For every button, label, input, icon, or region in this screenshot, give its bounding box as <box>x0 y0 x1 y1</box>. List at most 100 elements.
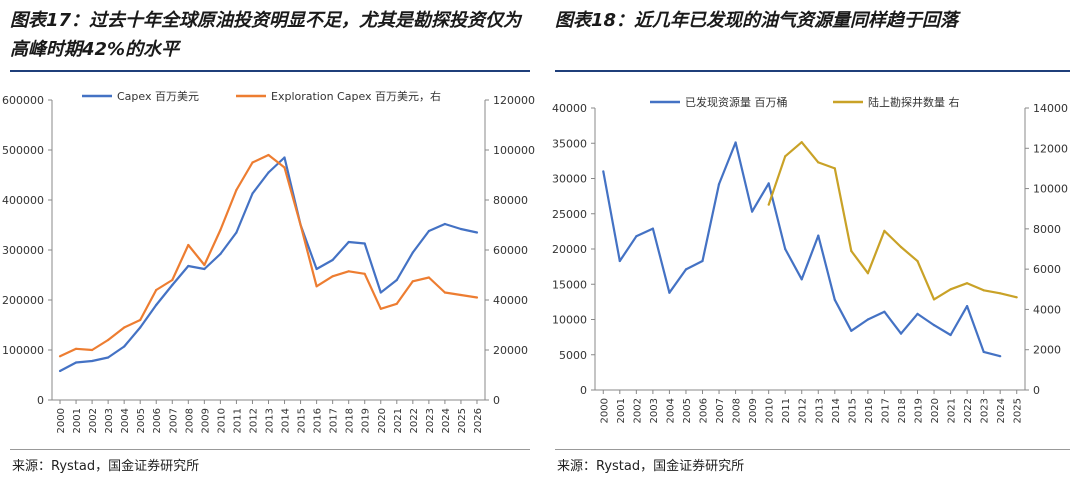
x-tick-label: 2023 <box>425 408 436 433</box>
left-tick-label: 30000 <box>552 173 587 186</box>
x-tick-label: 2018 <box>897 398 908 423</box>
series-1-point <box>982 350 985 353</box>
series-2-point <box>235 188 238 192</box>
x-tick-label: 2008 <box>184 408 195 433</box>
right-tick-label: 60000 <box>493 244 528 257</box>
left-tick-label: 600000 <box>2 94 44 107</box>
right-chart-panel: 图表18：近几年已发现的油气资源量同样趋于回落 0 5000 10000 15000 2… <box>552 0 1080 478</box>
left-tick-label: 15000 <box>552 278 587 291</box>
x-tick-label: 2015 <box>847 398 858 423</box>
x-tick-label: 2000 <box>599 398 610 423</box>
series-2-point <box>379 307 382 310</box>
capex-chart: 0 100000 200000 300000 400000 500000 600000 0 20… <box>2 89 535 433</box>
series-2-point <box>411 280 414 283</box>
series-2-point <box>475 296 479 299</box>
series-1-point <box>331 258 334 262</box>
series-1-point <box>949 333 952 337</box>
left-tick-label: 0 <box>580 384 587 397</box>
chart-title: 图表18：近几年已发现的油气资源量同样趋于回落 <box>555 10 959 31</box>
x-tick-label: 2006 <box>152 408 163 433</box>
source-note: 来源：Rystad，国金证券研究所 <box>12 459 200 474</box>
x-tick-label: 2004 <box>665 398 676 423</box>
series-2-point <box>155 288 158 292</box>
x-tick-label: 2001 <box>72 408 83 433</box>
series-1-point <box>171 283 174 287</box>
series-1-point <box>251 192 254 195</box>
series-2-point <box>299 223 302 227</box>
series-1-point <box>833 298 836 301</box>
right-tick-label: 8000 <box>1033 223 1061 236</box>
series-2-point <box>949 288 952 291</box>
series-2-point <box>850 249 853 253</box>
series-1-point <box>684 268 688 271</box>
x-tick-label: 2013 <box>814 398 825 423</box>
legend-label-2: Exploration Capex 百万美元，右 <box>271 89 441 103</box>
series-2-point <box>315 285 318 288</box>
series-1-point <box>734 141 737 144</box>
x-tick-label: 2014 <box>831 398 842 423</box>
x-tick-label: 2010 <box>216 408 227 433</box>
series-2-point <box>251 161 254 164</box>
x-tick-label: 2008 <box>732 398 743 423</box>
series-1-point <box>363 242 366 245</box>
series-line-1 <box>59 156 478 372</box>
legend-label-1: Capex 百万美元 <box>117 90 199 103</box>
x-tick-label: 2023 <box>980 398 991 423</box>
x-tick-label: 2003 <box>104 408 115 433</box>
left-tick-label: 40000 <box>552 102 587 115</box>
series-1-point <box>427 229 430 233</box>
x-tick-label: 2011 <box>232 408 243 433</box>
x-tick-label: 2007 <box>715 398 726 423</box>
x-tick-label: 2017 <box>329 408 340 433</box>
series-line-1 <box>602 141 1001 358</box>
series-line-2 <box>767 141 1017 301</box>
x-tick-label: 2025 <box>457 408 468 433</box>
series-2-point <box>123 326 126 329</box>
series-1-point <box>817 234 820 237</box>
series-1-point <box>618 259 621 263</box>
series-2-point <box>347 270 350 273</box>
x-tick-label: 2002 <box>632 398 643 423</box>
series-1-point <box>651 227 654 230</box>
series-2-point <box>267 153 270 157</box>
x-tick-label: 2020 <box>930 398 941 423</box>
right-tick-label: 40000 <box>493 294 528 307</box>
x-tick-label: 2025 <box>1013 398 1024 423</box>
x-tick-label: 2011 <box>781 398 792 423</box>
series-1-point <box>58 369 62 373</box>
x-tick-label: 2003 <box>649 398 660 423</box>
title-rule <box>555 70 1070 72</box>
right-tick-label: 14000 <box>1033 102 1068 115</box>
series-2-point <box>883 229 886 232</box>
series-1-point <box>717 183 721 186</box>
chart-title: 图表17：过去十年全球原油投资明显不足，尤其是勘探投资仅为高峰时期42%的水平 <box>10 10 522 60</box>
series-1-point <box>411 251 414 254</box>
series-2-point <box>784 155 787 158</box>
series-1-point <box>315 267 318 271</box>
series-1-point <box>139 326 142 329</box>
left-tick-label: 35000 <box>552 137 587 150</box>
right-tick-label: 100000 <box>493 144 535 157</box>
series-1-point <box>187 264 190 268</box>
series-2-point <box>58 355 62 358</box>
series-1-point <box>267 171 270 174</box>
series-1-point <box>283 156 286 159</box>
series-2-point <box>800 141 803 144</box>
series-2-point <box>459 293 462 297</box>
series-1-point <box>123 345 126 348</box>
x-tick-label: 2002 <box>88 408 99 433</box>
series-1-point <box>459 227 462 231</box>
x-tick-label: 2012 <box>798 398 809 423</box>
series-2-point <box>767 203 770 206</box>
series-1-point <box>75 361 78 364</box>
series-1-point <box>866 318 869 321</box>
left-tick-label: 100000 <box>2 344 44 357</box>
series-2-point <box>331 275 334 278</box>
left-tick-label: 25000 <box>552 208 587 221</box>
series-1-point <box>701 259 704 263</box>
left-tick-label: 0 <box>37 394 44 407</box>
series-1-point <box>932 324 936 327</box>
series-line-2 <box>59 153 478 358</box>
series-2-point <box>395 302 398 305</box>
x-tick-label: 2005 <box>136 408 147 433</box>
